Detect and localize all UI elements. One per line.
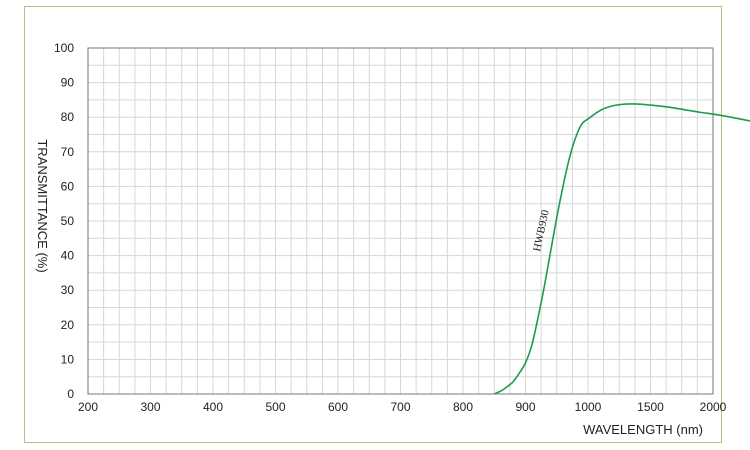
chart-frame xyxy=(24,6,722,443)
x-tick-label: 2000 xyxy=(700,400,727,414)
plot-border xyxy=(87,47,714,395)
x-axis-ticks: 2003004005006007008009001000150020002500 xyxy=(78,400,727,414)
x-tick-label: 200 xyxy=(78,400,98,414)
x-tick-label: 700 xyxy=(390,400,410,414)
y-tick-label: 80 xyxy=(61,110,75,124)
grid xyxy=(88,48,713,394)
x-tick-label: 500 xyxy=(265,400,285,414)
y-tick-label: 10 xyxy=(61,352,75,366)
x-tick-label: 900 xyxy=(515,400,535,414)
y-tick-label: 20 xyxy=(61,318,75,332)
y-axis-label: TRANSMITTANCE (%) xyxy=(35,139,50,272)
x-tick-label: 600 xyxy=(328,400,348,414)
y-tick-label: 90 xyxy=(61,76,75,90)
y-tick-label: 100 xyxy=(54,41,74,55)
x-tick-label: 1000 xyxy=(575,400,602,414)
y-tick-label: 50 xyxy=(61,214,75,228)
y-tick-label: 30 xyxy=(61,283,75,297)
x-tick-label: 800 xyxy=(453,400,473,414)
series-line-hwb930 xyxy=(493,103,750,395)
y-tick-label: 70 xyxy=(61,145,75,159)
y-tick-label: 0 xyxy=(67,387,74,401)
curve-label: HWB930 xyxy=(531,208,552,252)
x-tick-label: 400 xyxy=(203,400,223,414)
x-axis-label: WAVELENGTH (nm) xyxy=(583,422,703,437)
y-axis-ticks: 0 10 20 30 40 50 60 70 80 90 100 xyxy=(54,41,74,401)
y-tick-label: 40 xyxy=(61,249,75,263)
x-tick-label: 300 xyxy=(140,400,160,414)
y-tick-label: 60 xyxy=(61,179,75,193)
x-tick-label: 1500 xyxy=(637,400,664,414)
